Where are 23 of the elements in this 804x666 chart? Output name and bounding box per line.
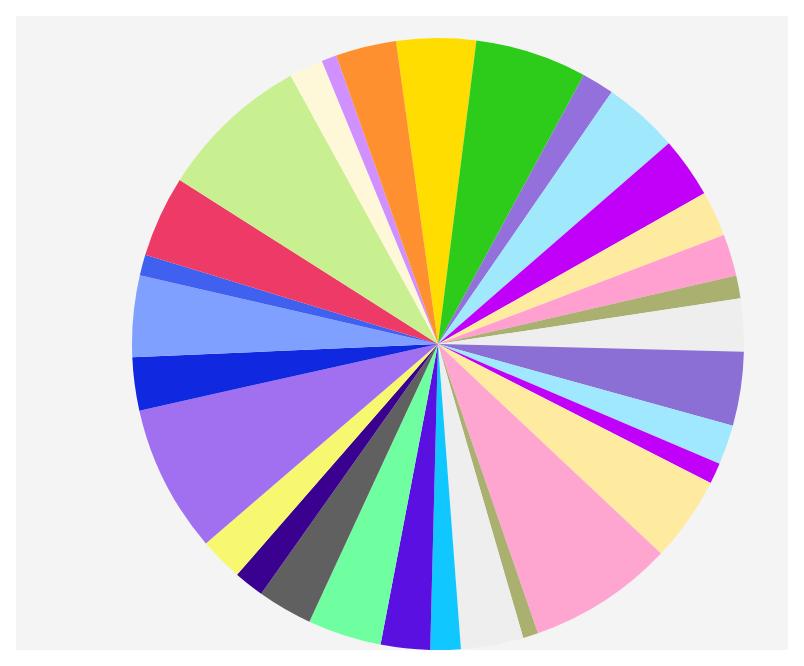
pie-slice xyxy=(145,179,438,344)
pie-slice xyxy=(438,74,612,344)
pie-slice xyxy=(336,40,438,344)
pie-slice xyxy=(139,254,438,344)
pie-slice xyxy=(380,344,438,650)
pie-slice xyxy=(438,298,744,352)
pie-slice xyxy=(438,344,744,426)
pie-slice xyxy=(237,344,438,594)
pie-slice xyxy=(132,344,438,411)
pie-slice xyxy=(395,38,477,344)
pie-slice xyxy=(290,60,438,344)
pie-slice xyxy=(139,344,438,544)
pie-slice xyxy=(132,275,438,358)
pie-slice xyxy=(438,92,669,344)
pie-slice xyxy=(321,55,438,344)
pie-slice xyxy=(205,344,438,575)
pie-slice xyxy=(438,275,741,344)
pie-slice xyxy=(261,344,438,622)
pie-slice xyxy=(309,344,438,645)
pie-slice xyxy=(438,40,584,344)
pie-slice xyxy=(179,75,438,344)
pie-slice xyxy=(438,344,538,638)
pie-slice xyxy=(438,344,733,464)
